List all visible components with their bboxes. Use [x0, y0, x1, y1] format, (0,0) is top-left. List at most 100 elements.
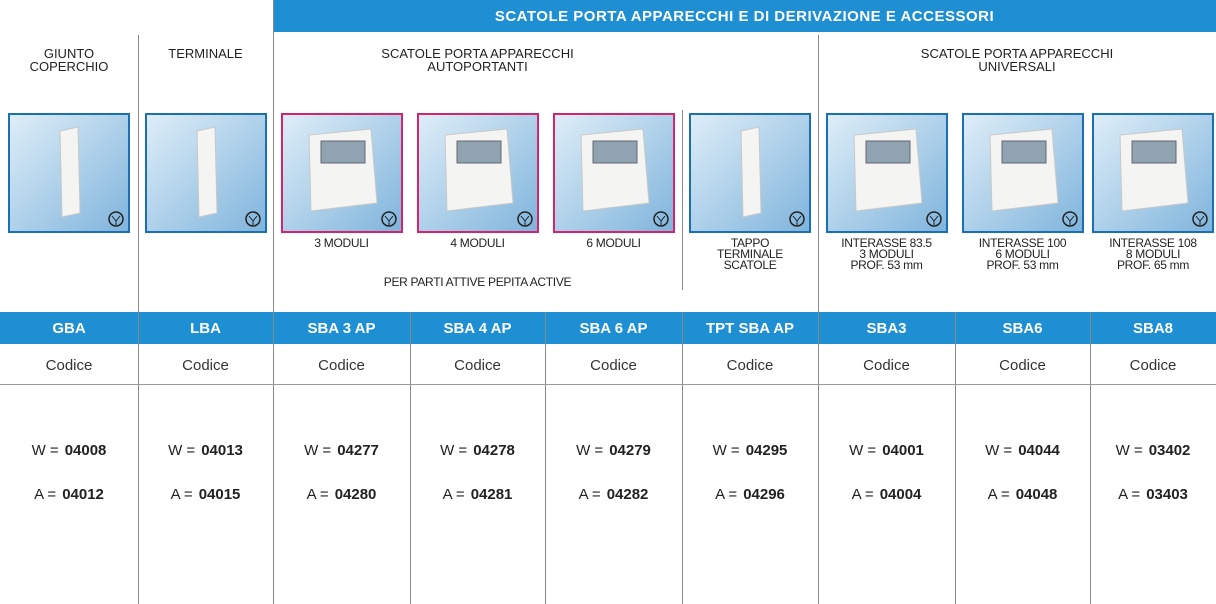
variant-code: 04001	[882, 442, 924, 459]
group-line: UNIVERSALI	[978, 59, 1056, 74]
variant: A = 04280	[273, 486, 410, 503]
caption-line: 4 MODULI	[450, 236, 505, 250]
variant-code: 03403	[1146, 486, 1188, 503]
code-label: Codice	[318, 356, 365, 374]
variant-code: 04279	[609, 442, 651, 459]
variant-label: A =	[851, 486, 874, 503]
variant-code: 04004	[879, 486, 922, 503]
caption-line: 3 MODULI	[859, 247, 914, 261]
product-code: LBA	[190, 319, 221, 337]
group-header: GIUNTO COPERCHIO	[0, 47, 138, 73]
product-image	[825, 113, 948, 233]
variant: W = 04278	[410, 442, 545, 459]
variant-label: A =	[442, 486, 465, 503]
caption-line: SCATOLE	[723, 258, 777, 272]
image-caption: INTERASSE 100 6 MODULI PROF. 53 mm	[955, 236, 1090, 272]
variant: A = 04004	[818, 486, 955, 503]
product-code: SBA 3 AP	[307, 319, 376, 337]
variant: W = 04044	[955, 442, 1090, 459]
product-image	[552, 113, 675, 233]
caption-line: 6 MODULI	[995, 247, 1050, 261]
image-caption: INTERASSE 108 8 MODULI PROF. 65 mm	[1090, 236, 1216, 272]
variant-code: 04295	[745, 442, 788, 459]
variant: W = 04008	[0, 442, 138, 459]
variant: W = 03402	[1090, 442, 1216, 459]
variant: W = 04295	[682, 442, 818, 459]
variant: A = 04012	[0, 486, 138, 503]
product-code: SBA6	[1002, 319, 1043, 337]
code-bar	[0, 312, 1216, 344]
product-code: SBA 6 AP	[579, 319, 648, 337]
code-label: Codice	[454, 356, 501, 374]
image-caption: TAPPO TERMINALE SCATOLE	[682, 237, 818, 272]
product-code: SBA3	[866, 319, 907, 337]
image-caption: 4 MODULI	[410, 236, 545, 250]
group-line: GIUNTO	[43, 46, 95, 61]
product-image	[416, 113, 539, 233]
caption-line: PROF. 53 mm	[850, 258, 923, 272]
variant-code: 04280	[334, 486, 377, 503]
product-image	[144, 113, 267, 233]
variant-label: A =	[1118, 486, 1141, 503]
variant: A = 04282	[545, 486, 682, 503]
variant: A = 04048	[955, 486, 1090, 503]
variant-code: 04048	[1015, 486, 1058, 503]
variant: W = 04277	[273, 442, 410, 459]
variant-label: A =	[34, 486, 57, 503]
column-divider	[682, 110, 683, 290]
variant-label: W =	[31, 442, 59, 459]
image-caption: INTERASSE 83.5 3 MODULI PROF. 53 mm	[818, 236, 955, 272]
image-caption: 3 MODULI	[273, 236, 410, 250]
group-line: SCATOLE PORTA APPARECCHI	[920, 46, 1114, 61]
variant-code: 04013	[201, 442, 243, 459]
variant-label: W =	[849, 442, 877, 459]
caption-line: TERMINALE	[717, 247, 783, 261]
code-label: Codice	[1129, 356, 1177, 374]
column-divider	[955, 312, 956, 604]
caption-line: 3 MODULI	[314, 236, 369, 250]
product-code: GBA	[52, 319, 86, 337]
variant-label: W =	[576, 442, 604, 459]
code-label: Codice	[182, 356, 229, 374]
variant-code: 04015	[198, 486, 241, 503]
group-header: SCATOLE PORTA APPARECCHI AUTOPORTANTI	[273, 47, 682, 73]
variant-label: W =	[985, 442, 1013, 459]
code-label: Codice	[726, 356, 774, 374]
row-divider	[0, 384, 1216, 385]
group-line: SCATOLE PORTA APPARECCHI	[381, 46, 574, 61]
variant-label: A =	[578, 486, 601, 503]
variant: A = 03403	[1090, 486, 1216, 503]
variant-code: 04296	[743, 486, 785, 503]
variant: W = 04001	[818, 442, 955, 459]
variant-code: 04277	[337, 442, 379, 459]
column-divider	[1090, 312, 1091, 604]
caption-line: INTERASSE 83.5	[841, 236, 932, 250]
column-divider	[818, 35, 819, 604]
code-label: Codice	[45, 356, 93, 374]
banner: SCATOLE PORTA APPARECCHI E DI DERIVAZION…	[273, 0, 1216, 32]
caption-line: PROF. 53 mm	[986, 258, 1059, 272]
column-divider	[410, 312, 411, 604]
product-code: SBA8	[1132, 319, 1173, 337]
caption-line: PROF. 65 mm	[1116, 258, 1190, 272]
product-code: SBA 4 AP	[443, 319, 512, 337]
caption-line: INTERASSE 100	[978, 236, 1067, 250]
variant-code: 04281	[470, 486, 513, 503]
product-image	[8, 113, 130, 233]
image-caption: 6 MODULI	[545, 237, 682, 249]
variant: W = 04279	[545, 442, 682, 459]
code-label: Codice	[999, 356, 1046, 374]
code-label: Codice	[863, 356, 910, 374]
variant-code: 04012	[62, 486, 104, 503]
variant-label: A =	[306, 486, 329, 503]
caption-line: INTERASSE 108	[1109, 236, 1197, 250]
variant-code: 04282	[606, 486, 649, 503]
product-code: TPT SBA AP	[705, 319, 795, 337]
variant-label: W =	[168, 442, 196, 459]
variant: A = 04296	[682, 486, 818, 503]
variant-label: W =	[304, 442, 332, 459]
variant-label: A =	[987, 486, 1010, 503]
note: PER PARTI ATTIVE PEPITA ACTIVE	[383, 275, 572, 289]
variant-label: W =	[440, 442, 468, 459]
column-divider	[138, 35, 139, 604]
